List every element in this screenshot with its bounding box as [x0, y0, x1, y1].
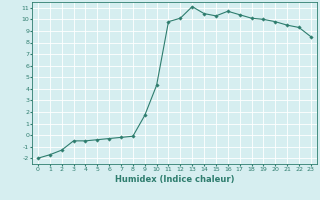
X-axis label: Humidex (Indice chaleur): Humidex (Indice chaleur): [115, 175, 234, 184]
